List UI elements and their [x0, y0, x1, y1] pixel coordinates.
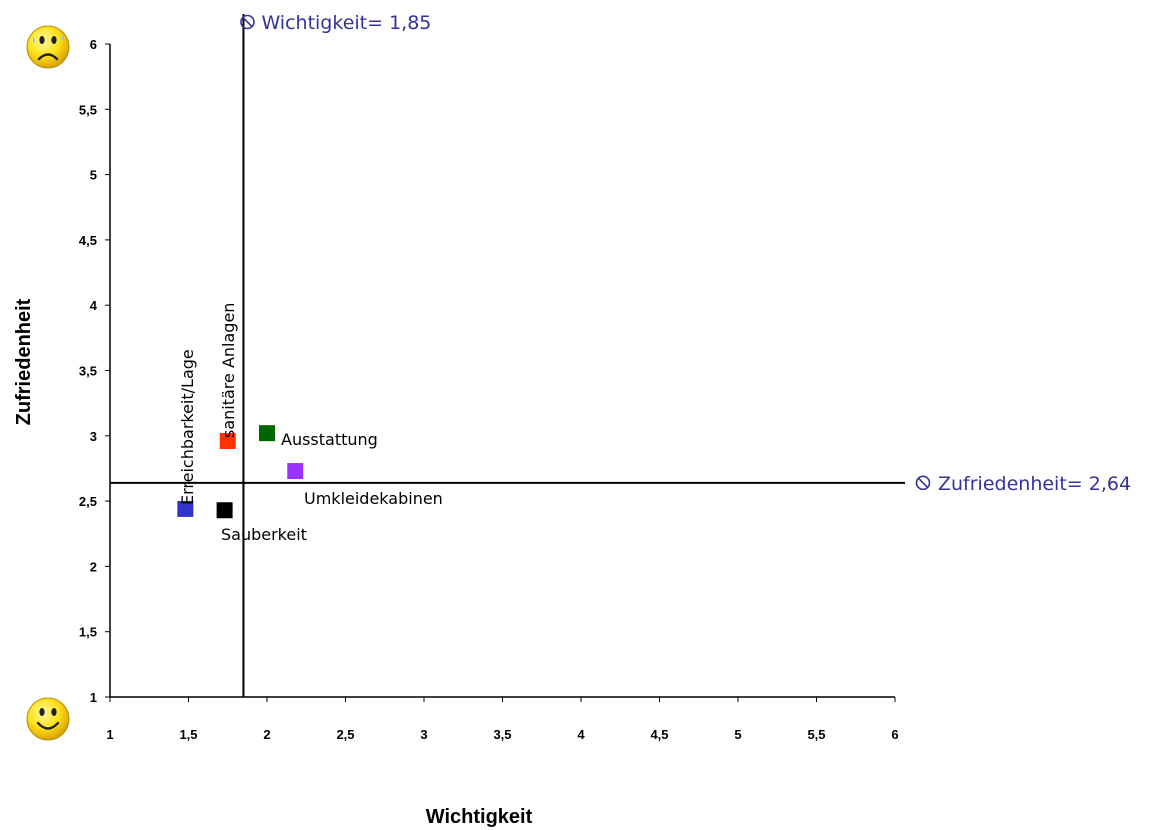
y-tick-label: 5,5: [79, 102, 97, 117]
average-symbol-icon: [915, 475, 931, 491]
y-tick-label: 3,5: [79, 364, 97, 379]
y-tick-label: 1,5: [79, 625, 97, 640]
x-tick-label: 6: [891, 727, 898, 742]
sad-smiley-icon: [26, 25, 70, 69]
x-tick-label: 2: [263, 727, 270, 742]
point-label-sauberkeit: Sauberkeit: [221, 525, 307, 544]
reference-label-wichtigkeit: Wichtigkeit= 1,85: [261, 12, 431, 34]
reference-lines: Wichtigkeit= 1,85 Zufriedenheit= 2,64: [110, 12, 1131, 697]
x-axis-title: Wichtigkeit: [426, 806, 533, 828]
x-tick-label: 1: [106, 727, 113, 742]
point-label-umkleidekabinen: Umkleidekabinen: [304, 489, 443, 508]
happy-smiley-icon: [26, 697, 70, 741]
data-point-3: [287, 463, 304, 480]
y-tick-label: 4,5: [79, 233, 97, 248]
y-tick-label: 5: [90, 168, 97, 183]
y-tick-label: 2: [90, 559, 97, 574]
y-tick-label: 1: [90, 690, 97, 705]
data-point-4: [216, 502, 233, 519]
x-tick-label: 5,5: [807, 727, 825, 742]
x-tick-label: 5: [734, 727, 741, 742]
data-point-2: [259, 425, 275, 442]
point-labels: Erreichbarkeit/Lage sanitäre Anlagen Aus…: [178, 303, 443, 544]
x-tick-label: 4,5: [650, 727, 668, 742]
x-tick-label: 4: [577, 727, 585, 742]
y-tick-label: 2,5: [79, 494, 97, 509]
data-point-0: [177, 500, 194, 517]
x-tick-label: 3,5: [493, 727, 511, 742]
x-tick-label: 1,5: [179, 727, 197, 742]
point-label-erreichbarkeit: Erreichbarkeit/Lage: [178, 349, 197, 505]
data-point-1: [219, 433, 236, 450]
y-tick-label: 3: [90, 429, 97, 444]
point-label-sanitaere-anlagen: sanitäre Anlagen: [219, 303, 238, 438]
x-tick-label: 2,5: [336, 727, 354, 742]
average-symbol-icon: [240, 14, 255, 30]
point-label-ausstattung: Ausstattung: [281, 430, 378, 449]
y-tick-label: 4: [90, 298, 98, 313]
y-axis-title: Zufriedenheit: [13, 298, 35, 425]
y-tick-label: 6: [90, 37, 97, 52]
reference-label-zufriedenheit: Zufriedenheit= 2,64: [938, 473, 1131, 495]
y-ticks: 1 1,5 2 2,5 3 3,5 4 4,5 5 5,5 6: [79, 37, 110, 705]
x-tick-label: 3: [420, 727, 427, 742]
x-ticks: 1 1,5 2 2,5 3 3,5 4 4,5 5 5,5 6: [106, 697, 899, 742]
data-points: [177, 425, 304, 519]
